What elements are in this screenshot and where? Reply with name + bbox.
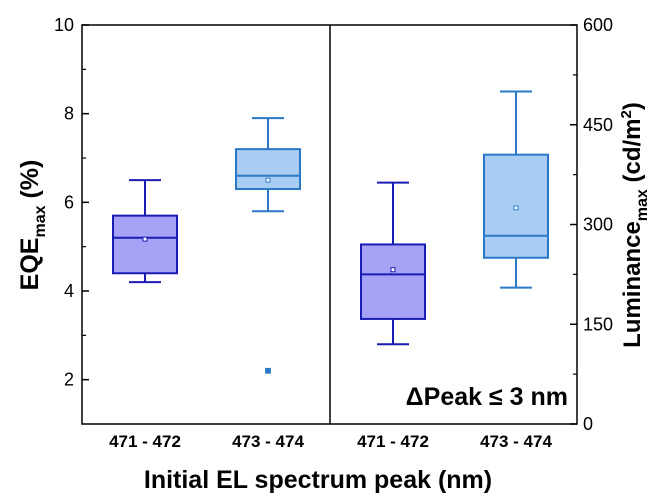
ticks-layer: 2 4 6 8 10 0 150 300 450 600 471 - 472 473 - 474 471…: [54, 15, 613, 451]
mean-marker: [265, 177, 271, 183]
right-y-tick-label: 600: [583, 15, 613, 35]
left-y-tick-label: 8: [64, 104, 74, 124]
x-category-label: 471 - 472: [109, 432, 181, 451]
box-body: [235, 148, 301, 191]
mean-marker: [513, 205, 519, 211]
left-ylabel-unit: (%): [16, 160, 44, 206]
x-axis-title: Initial EL spectrum peak (nm): [144, 466, 492, 494]
right-ylabel-main: Luminance: [619, 221, 646, 348]
annotation: ΔPeak ≤ 3 nm: [406, 383, 568, 411]
left-y-tick-label: 2: [64, 370, 74, 390]
box-body: [483, 153, 549, 259]
outlier-point: [265, 367, 271, 374]
x-category-label: 473 - 474: [232, 432, 304, 451]
right-ylabel-sup: 2: [618, 110, 635, 118]
box-plot: [112, 179, 178, 284]
left-ylabel-main: EQE: [16, 238, 44, 291]
right-ylabel-close: ): [619, 102, 646, 110]
left-y-tick-label: 4: [64, 281, 74, 301]
box-plot: [483, 90, 549, 289]
mean-marker: [142, 236, 148, 242]
left-y-axis-title: EQEmax (%): [16, 160, 49, 291]
left-y-tick-label: 10: [54, 15, 74, 35]
right-y-tick-label: 150: [583, 314, 613, 334]
left-ylabel-sub: max: [32, 205, 49, 237]
box-body: [112, 214, 178, 275]
left-y-tick-label: 6: [64, 192, 74, 212]
right-y-tick-label: 0: [583, 414, 593, 434]
x-category-label: 471 - 472: [357, 432, 429, 451]
right-y-tick-label: 450: [583, 115, 613, 135]
right-y-tick-label: 300: [583, 215, 613, 235]
box-plot: [360, 181, 426, 346]
right-ylabel-unit: (cd/m: [619, 118, 646, 189]
right-y-axis-title: Luminancemax (cd/m2): [618, 102, 651, 348]
right-ylabel-sub: max: [634, 189, 651, 221]
box-plot: [235, 117, 301, 374]
mean-marker: [390, 267, 396, 273]
box-body: [360, 243, 426, 320]
boxes-layer: [112, 90, 549, 374]
x-category-label: 473 - 474: [480, 432, 552, 451]
